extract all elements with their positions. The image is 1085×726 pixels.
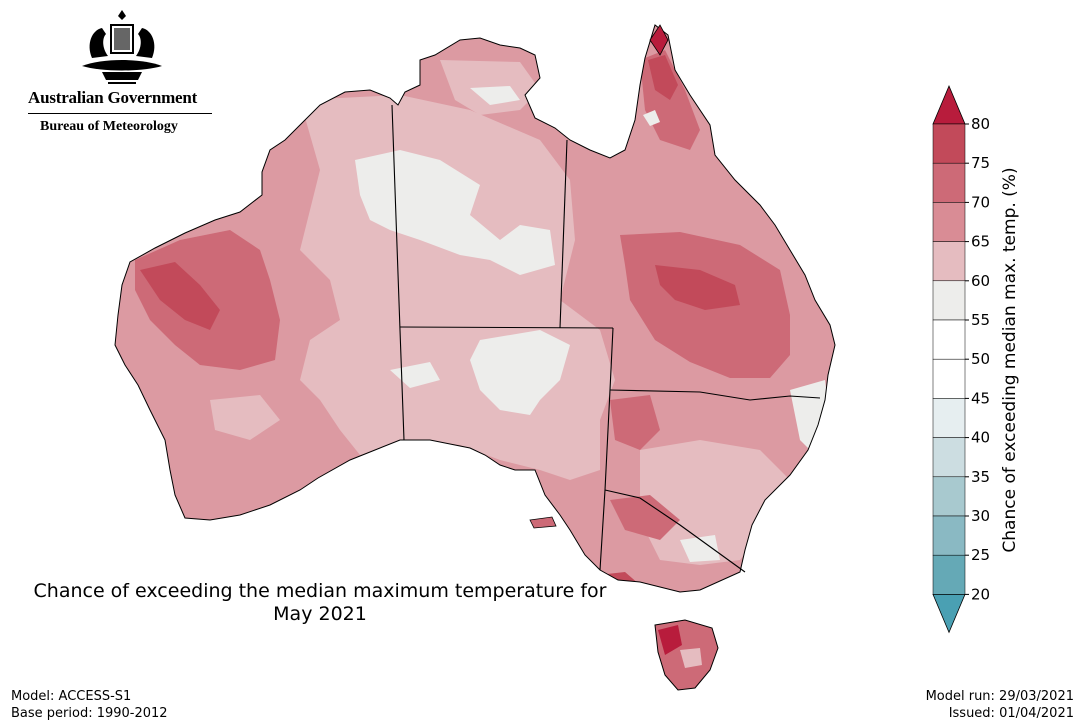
colorbar-tick-label: 60 (971, 272, 990, 290)
region-75-80-capeyork (648, 55, 678, 100)
colorbar-bin-20-25 (932, 554, 966, 595)
tasmania-hot (658, 625, 682, 655)
colorbar-bin-70-75 (932, 162, 966, 203)
border-qld-nsw (609, 389, 821, 401)
colorbar-tick-label: 20 (971, 585, 990, 603)
kangaroo-island (529, 516, 557, 529)
government-name: Australian Government (28, 88, 198, 107)
colorbar-tick-label: 45 (971, 389, 990, 407)
cape-york-tip (649, 24, 669, 56)
coat-of-arms-icon (82, 10, 162, 84)
border-nt-qld (559, 139, 568, 329)
region-60-65-west (210, 395, 280, 440)
coat-of-arms-logo (24, 8, 224, 86)
colorbar-tick-label: 70 (971, 193, 990, 211)
colorbar-extend-high (932, 84, 966, 125)
colorbar-extend-low (932, 594, 966, 634)
model-name: Model: ACCESS-S1 (11, 689, 132, 704)
colorbar-tick-label: 40 (971, 429, 990, 447)
colorbar-bin-65-70 (932, 202, 966, 242)
colorbar-tick-label: 30 (971, 507, 990, 525)
colorbar-ticks: 80 75 70 65 60 55 50 45 40 35 30 25 20 (965, 115, 990, 603)
model-run: Model run: 29/03/2021 (925, 689, 1074, 704)
region-55-60-nt (355, 150, 555, 275)
footer-left: Model: ACCESS-S1 Base period: 1990-2012 (11, 688, 168, 722)
colorbar-tick-label: 55 (971, 311, 990, 329)
region-55-60-topend (470, 86, 520, 105)
colorbar-tick-label: 75 (971, 154, 990, 172)
colorbar-tick-label: 65 (971, 233, 990, 251)
region-55-60-vic (680, 535, 720, 562)
region-70-75-vic (610, 495, 680, 540)
region-55-60-sa (470, 330, 570, 415)
colorbar-bin-50-55 (932, 319, 966, 360)
colorbar-bin-25-30 (932, 515, 966, 556)
bureau-name: Bureau of Meteorology (40, 119, 178, 134)
colorbar-bin-40-45 (932, 398, 966, 438)
issued-date: Issued: 01/04/2021 (948, 706, 1074, 721)
map-title: Chance of exceeding the median maximum t… (0, 580, 640, 626)
region-55-60-sa2 (390, 362, 440, 388)
colorbar-tick-label: 35 (971, 468, 990, 486)
header-divider (28, 113, 212, 114)
region-70-75-sa (610, 395, 660, 450)
probability-regions (135, 50, 830, 590)
border-nsw-vic (604, 489, 746, 573)
colorbar-bin-55-60 (932, 280, 966, 321)
region-near-median-qld-spot (643, 110, 660, 126)
colorbar (932, 84, 966, 634)
base-period: Base period: 1990-2012 (11, 706, 168, 721)
region-75-80-qld (655, 265, 740, 310)
map-title-line2: May 2021 (273, 603, 367, 625)
colorbar-tick-label: 80 (971, 115, 990, 133)
footer-right: Model run: 29/03/2021 Issued: 01/04/2021 (926, 688, 1074, 722)
colorbar-tick-label: 50 (971, 350, 990, 368)
colorbar-bin-35-40 (932, 437, 966, 478)
colorbar-bin-75-80 (932, 123, 966, 164)
colorbar-bin-45-50 (932, 358, 966, 399)
tasmania-light (680, 648, 702, 668)
border-nt-sa (399, 326, 614, 329)
colorbar-bin-30-35 (932, 476, 966, 517)
colorbar-bin-60-65 (932, 241, 966, 282)
border-wa-nt-sa (391, 104, 405, 441)
colorbar-label: Chance of exceeding median max. temp. (%… (1000, 167, 1020, 553)
colorbar-tick-label: 25 (971, 546, 990, 564)
border-sa-east (599, 327, 614, 571)
region-75-80-wa (140, 262, 220, 330)
map-title-line1: Chance of exceeding the median maximum t… (33, 580, 607, 602)
state-borders (391, 104, 821, 573)
